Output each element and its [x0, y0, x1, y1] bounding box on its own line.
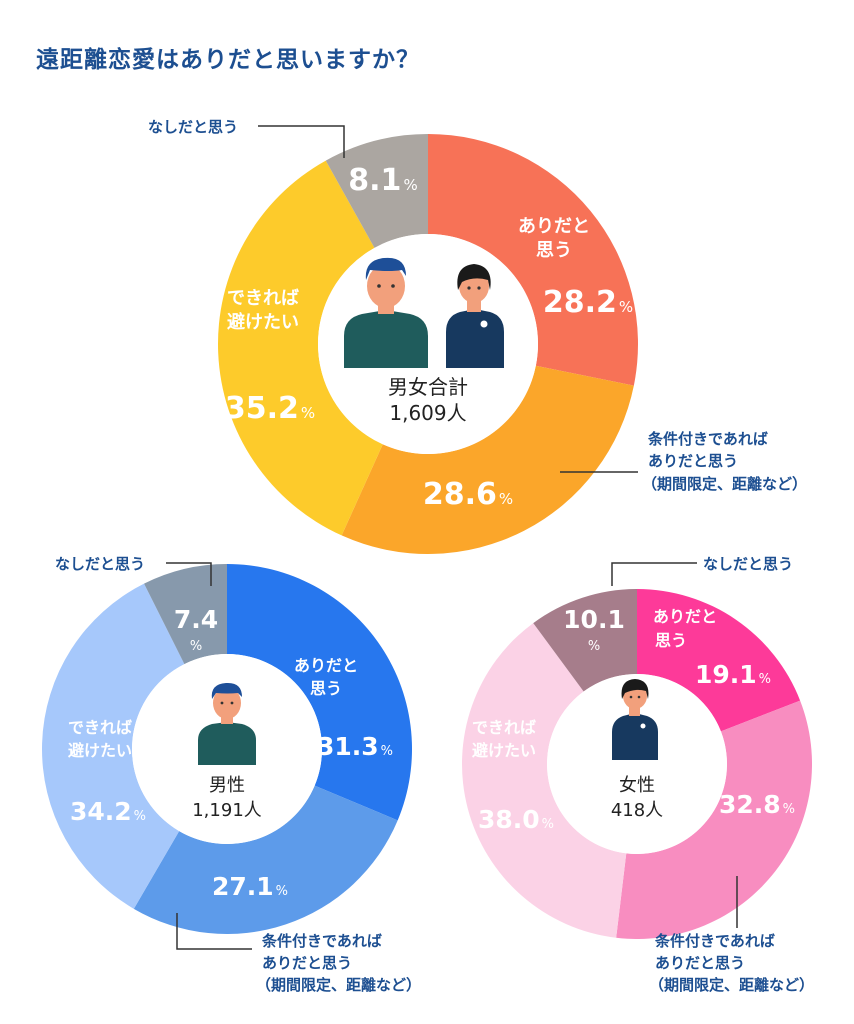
male-label-ari-line2: 思う — [310, 679, 342, 698]
male-label-dekireba-line2: 避けたい — [68, 741, 132, 760]
female-illustration — [612, 679, 658, 760]
male-label-dekireba-line1: できれば — [68, 718, 132, 737]
female-center-label: 女性 — [619, 775, 655, 796]
total-value-label-1: 28.6% — [423, 477, 513, 512]
male-callout-joken-line2: ありだと思う — [262, 954, 352, 972]
total-callout-joken-line3: （期間限定、距離など） — [642, 475, 807, 493]
male-label-ari-line1: ありだと — [294, 656, 358, 675]
female-value-label-0: 19.1% — [695, 660, 771, 689]
female-leader-nashi — [611, 562, 697, 586]
page-title: 遠距離恋愛はありだと思いますか？ — [36, 47, 420, 73]
female-value-label-2: 38.0% — [478, 805, 554, 834]
male-callout-joken-line3: （期間限定、距離など） — [256, 976, 421, 994]
female-callout-nashi: なしだと思う — [703, 555, 793, 573]
female-label-ari-line1: ありだと — [653, 607, 717, 626]
female-slice-0 — [637, 589, 801, 732]
male-value-label-1: 27.1% — [212, 872, 288, 901]
total-labels: ありだと 思う できれば 避けたい なしだと思う 条件付きであれば ありだと思う… — [148, 118, 807, 493]
female-center-count: 418人 — [611, 800, 663, 821]
male-value-label-0: 31.3% — [317, 732, 393, 761]
total-illustration — [344, 257, 504, 368]
female-callout-joken-line1: 条件付きであれば — [654, 932, 775, 950]
woman-icon — [612, 679, 658, 760]
total-leader-nashi — [258, 125, 345, 158]
male-leader-joken — [176, 913, 252, 950]
chart-female: 19.1 % 32.8 % 38.0 % 10.1 % 女性 418人 — [462, 589, 812, 939]
total-slice-3 — [325, 134, 428, 248]
male-illustration — [198, 682, 256, 765]
total-slice-2 — [218, 160, 383, 536]
female-value-label-3: 10.1% — [563, 605, 625, 654]
total-label-ari-line1: ありだと — [518, 216, 590, 237]
male-slice-1 — [133, 785, 398, 934]
total-slice-0 — [428, 134, 638, 386]
total-label-ari-line2: 思う — [536, 240, 572, 261]
total-slice-1 — [341, 365, 634, 554]
male-callout-nashi: なしだと思う — [55, 555, 145, 573]
female-label-dekireba-line2: 避けたい — [472, 741, 536, 760]
female-slice-1 — [616, 700, 812, 939]
male-slice-2 — [42, 583, 185, 909]
male-labels: ありだと 思う できれば 避けたい なしだと思う 条件付きであれば ありだと思う… — [55, 555, 421, 994]
total-center-label: 男女合計 — [388, 375, 468, 399]
male-slice-3 — [144, 564, 227, 665]
male-slice-0 — [227, 564, 412, 821]
female-donut-hole — [547, 674, 727, 854]
woman-icon — [446, 264, 504, 368]
female-label-dekireba-line1: できれば — [472, 718, 536, 737]
female-value-label-1: 32.8% — [719, 790, 795, 819]
male-value-label-3: 7.4% — [174, 605, 218, 654]
total-value-label-3: 8.1% — [348, 163, 417, 198]
female-slice-2 — [462, 623, 627, 938]
male-leader-nashi — [166, 562, 212, 586]
male-center-label: 男性 — [209, 775, 245, 796]
total-label-dekireba-line2: 避けたい — [227, 311, 299, 333]
male-center-count: 1,191人 — [192, 800, 262, 821]
total-value-label-2: 35.2% — [225, 391, 315, 426]
total-center-count: 1,609人 — [389, 401, 466, 425]
man-icon — [198, 682, 256, 765]
female-callout-joken-line2: ありだと思う — [655, 954, 745, 972]
female-labels: ありだと 思う できれば 避けたい なしだと思う 条件付きであれば ありだと思う… — [472, 555, 814, 994]
male-value-label-2: 34.2% — [70, 797, 146, 826]
female-label-ari-line2: 思う — [655, 631, 687, 650]
female-callout-joken-line3: （期間限定、距離など） — [649, 976, 814, 994]
total-callout-joken-line2: ありだと思う — [648, 452, 738, 470]
total-callout-joken-line1: 条件付きであれば — [647, 430, 768, 448]
total-label-dekireba-line1: できれば — [227, 288, 299, 309]
male-callout-joken-line1: 条件付きであれば — [261, 932, 382, 950]
total-value-label-0: 28.2% — [543, 285, 633, 320]
man-icon — [344, 257, 428, 368]
female-slice-3 — [533, 589, 637, 692]
total-callout-nashi: なしだと思う — [148, 118, 238, 136]
